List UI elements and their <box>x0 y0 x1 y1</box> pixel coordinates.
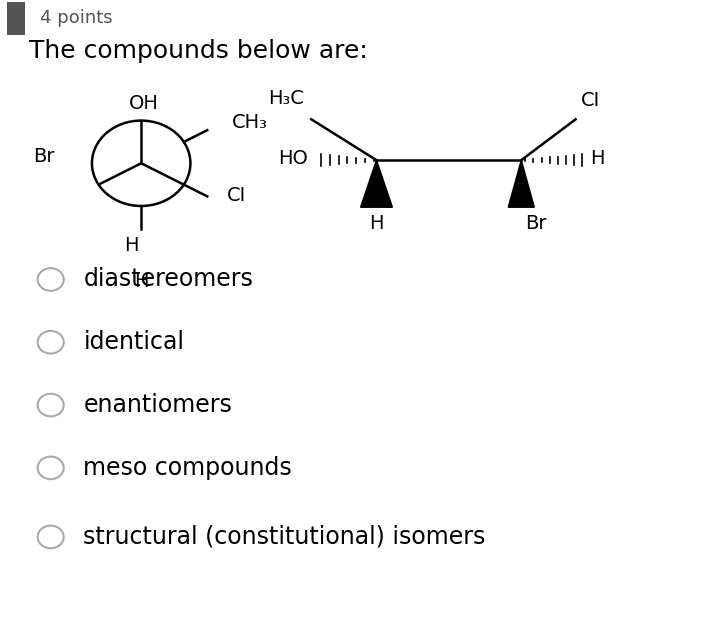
FancyBboxPatch shape <box>7 2 25 35</box>
Text: CI: CI <box>227 186 247 205</box>
Text: structural (constitutional) isomers: structural (constitutional) isomers <box>83 525 486 549</box>
Polygon shape <box>508 160 534 207</box>
Text: H: H <box>590 149 605 168</box>
Text: 4 points: 4 points <box>40 9 112 26</box>
Text: CH₃: CH₃ <box>232 113 268 133</box>
Text: Br: Br <box>33 148 55 166</box>
Text: CI: CI <box>581 91 601 110</box>
Text: diastereomers: diastereomers <box>83 268 253 291</box>
Text: H₃C: H₃C <box>268 89 304 108</box>
Text: OH: OH <box>129 94 159 113</box>
Text: enantiomers: enantiomers <box>83 393 232 417</box>
Text: The compounds below are:: The compounds below are: <box>29 40 368 63</box>
Text: H: H <box>369 214 384 232</box>
Text: meso compounds: meso compounds <box>83 456 292 480</box>
Text: identical: identical <box>83 330 185 354</box>
Polygon shape <box>361 160 392 207</box>
Text: HO: HO <box>278 149 308 168</box>
Text: H: H <box>134 272 148 291</box>
Text: H: H <box>124 236 138 255</box>
Text: Br: Br <box>525 214 547 232</box>
